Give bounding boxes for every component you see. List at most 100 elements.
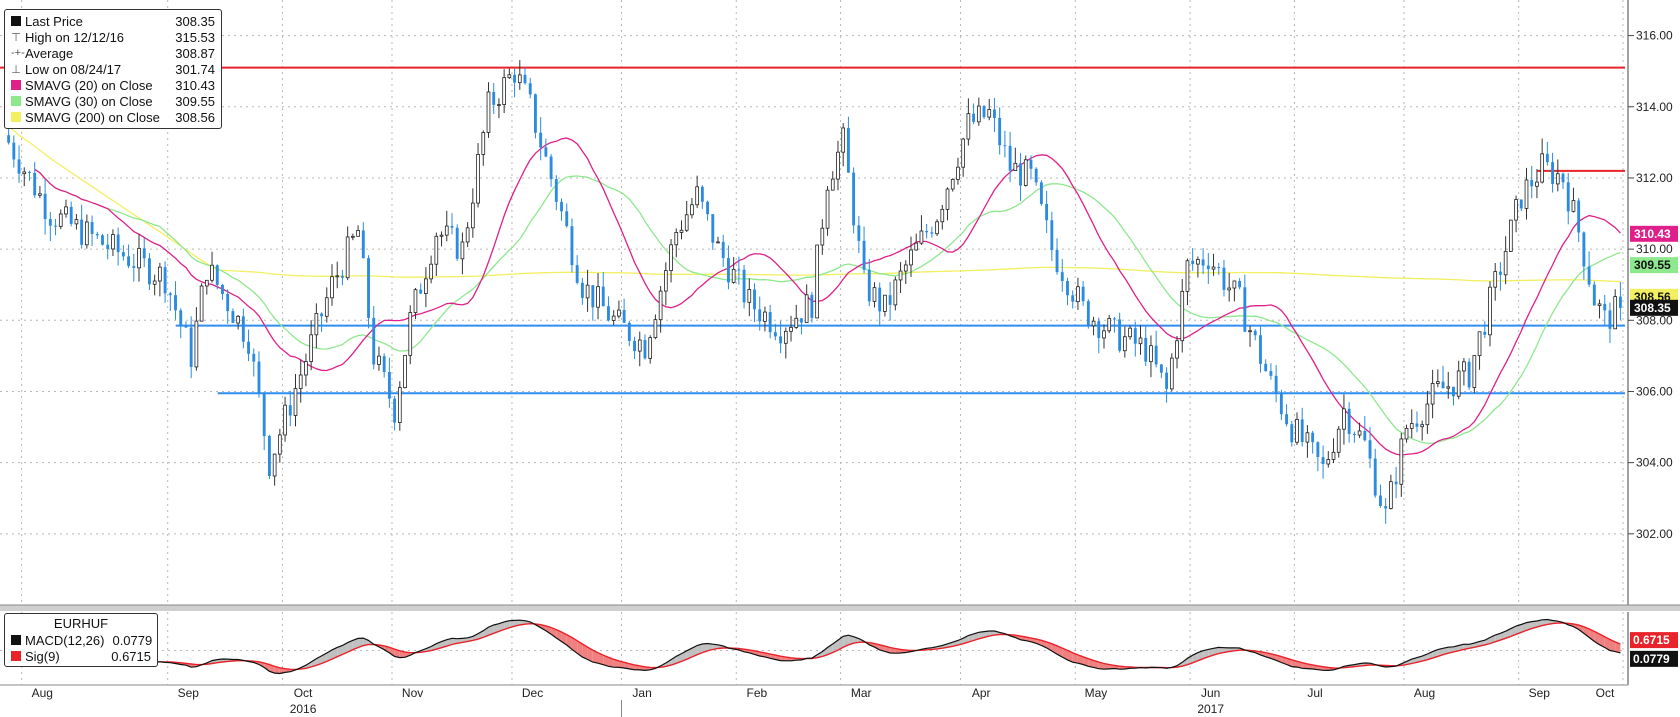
price-tag-label: 308.35 bbox=[1634, 301, 1671, 315]
macd-fill bbox=[702, 643, 708, 653]
candle-body bbox=[121, 252, 125, 257]
candle-body bbox=[1613, 296, 1618, 330]
candle-body bbox=[596, 286, 600, 308]
candle-body bbox=[74, 219, 79, 225]
macd-fill bbox=[545, 625, 552, 635]
candle-body bbox=[1582, 232, 1586, 267]
candle-body bbox=[1571, 200, 1576, 212]
candle-body bbox=[1603, 303, 1607, 311]
legend-swatch bbox=[11, 112, 21, 122]
candle-body bbox=[1519, 199, 1523, 209]
candle-body bbox=[1008, 145, 1012, 171]
x-month-label: May bbox=[1085, 686, 1108, 700]
x-year-label: 2017 bbox=[1197, 702, 1224, 716]
macd-fill bbox=[1046, 641, 1052, 651]
legend-value: 0.6715 bbox=[111, 648, 151, 664]
candle-body bbox=[930, 232, 934, 234]
macd-price-tag-label: 0.6715 bbox=[1633, 633, 1670, 647]
candle-body bbox=[669, 244, 673, 271]
y-tick-label: 314.00 bbox=[1636, 100, 1673, 114]
candle-body bbox=[794, 317, 799, 328]
candle-body bbox=[1415, 423, 1419, 427]
candle-body bbox=[460, 241, 465, 260]
candle-body bbox=[1107, 317, 1112, 332]
sma200-line bbox=[8, 125, 1621, 283]
macd-fill bbox=[1583, 626, 1590, 638]
macd-fill bbox=[498, 621, 505, 632]
candle-body bbox=[956, 166, 960, 180]
macd-fill bbox=[1062, 648, 1068, 660]
candle-body bbox=[575, 265, 579, 283]
candle-body bbox=[1524, 179, 1529, 209]
candle-body bbox=[1425, 403, 1430, 426]
candle-body bbox=[1493, 271, 1498, 288]
candle-body bbox=[179, 310, 183, 326]
candle-body bbox=[684, 214, 689, 231]
candle-body bbox=[1389, 481, 1393, 509]
macd-fill bbox=[332, 647, 338, 660]
macd-fill bbox=[582, 643, 588, 660]
candle-body bbox=[846, 127, 850, 173]
candle-body bbox=[888, 295, 892, 305]
candle-body bbox=[544, 147, 548, 157]
candle-body bbox=[1509, 219, 1513, 252]
macd-price-tag-label: 0.0779 bbox=[1633, 652, 1670, 666]
candle-body bbox=[1456, 370, 1461, 397]
candle-body bbox=[1404, 427, 1409, 440]
candle-body bbox=[335, 275, 340, 278]
macd-fill bbox=[577, 640, 583, 658]
candle-body bbox=[80, 219, 84, 245]
candle-body bbox=[1545, 153, 1549, 163]
candle-body bbox=[1253, 330, 1257, 336]
candle-body bbox=[1503, 251, 1508, 276]
macd-fill bbox=[389, 647, 395, 657]
macd-legend-item: Sig(9) 0.6715 bbox=[5, 648, 157, 664]
candle-body bbox=[1477, 331, 1482, 356]
candle-body bbox=[783, 330, 788, 344]
candle-body bbox=[695, 186, 699, 206]
candle-body bbox=[1175, 340, 1179, 359]
candle-body bbox=[1551, 162, 1555, 184]
candle-body bbox=[1608, 310, 1612, 329]
candle-body bbox=[1217, 267, 1221, 269]
macd-fill bbox=[1072, 652, 1078, 664]
candle-body bbox=[517, 74, 522, 84]
candle-body bbox=[976, 105, 981, 123]
candle-body bbox=[199, 285, 204, 322]
candle-body bbox=[549, 156, 553, 180]
candle-body bbox=[497, 104, 501, 106]
macd-fill bbox=[1484, 637, 1490, 645]
legend-item: ⊤ High on 12/12/16 315.53 bbox=[5, 29, 221, 45]
candle-body bbox=[345, 236, 350, 279]
candle-body bbox=[836, 151, 840, 180]
candle-body bbox=[1394, 481, 1398, 485]
candle-body bbox=[455, 227, 459, 259]
x-month-label: Sep bbox=[178, 686, 200, 700]
candle-body bbox=[570, 226, 574, 266]
candle-body bbox=[523, 74, 527, 84]
candle-body bbox=[679, 229, 684, 233]
macd-fill bbox=[269, 664, 275, 674]
candle-body bbox=[22, 171, 27, 175]
candle-body bbox=[1379, 495, 1382, 506]
candle-body bbox=[1488, 286, 1492, 336]
candle-body bbox=[450, 226, 454, 228]
candle-body bbox=[1285, 414, 1288, 425]
candle-body bbox=[747, 289, 752, 303]
macd-fill bbox=[1495, 633, 1501, 642]
macd-fill bbox=[1291, 659, 1297, 668]
legend-value: 310.43 bbox=[175, 77, 215, 93]
candle-body bbox=[1118, 319, 1122, 351]
x-month-label: Aug bbox=[1414, 686, 1435, 700]
candle-body bbox=[267, 436, 271, 477]
legend-label: SMAVG (20) on Close bbox=[25, 77, 153, 93]
macd-fill bbox=[1604, 636, 1610, 651]
candle-body bbox=[1483, 331, 1487, 335]
candle-body bbox=[314, 313, 319, 336]
candle-body bbox=[1530, 179, 1534, 187]
candle-body bbox=[492, 91, 496, 105]
macd-fill bbox=[1083, 656, 1089, 667]
candle-body bbox=[653, 319, 658, 339]
candle-body bbox=[909, 249, 913, 266]
panel-divider bbox=[0, 605, 1680, 611]
